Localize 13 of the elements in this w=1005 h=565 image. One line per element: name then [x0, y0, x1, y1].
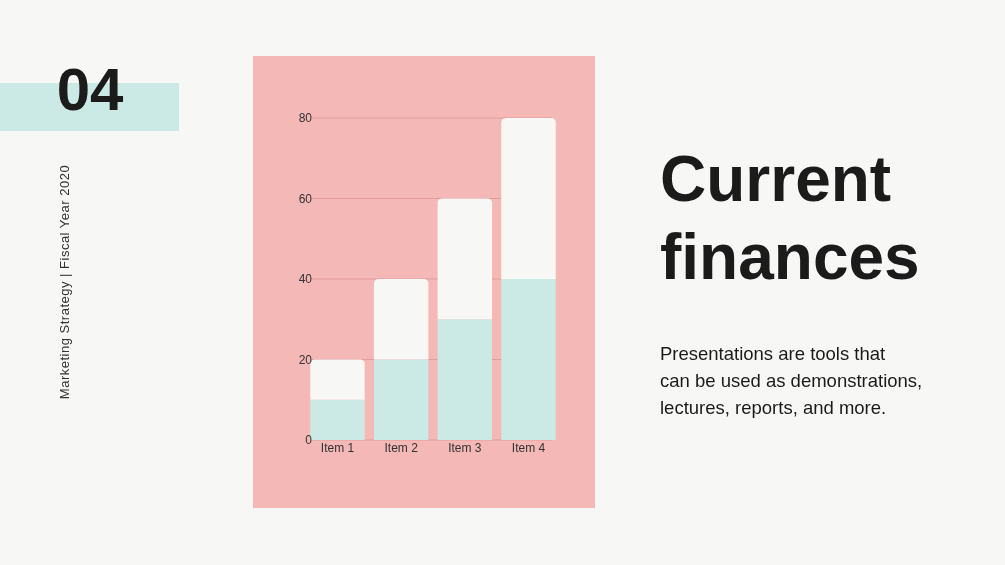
x-tick-label: Item 2 — [384, 441, 419, 455]
text: Marketing Strategy | Fiscal Year 2020 — [57, 164, 72, 400]
x-tick-label: Item 1 — [320, 441, 355, 455]
x-tick-label: Item 4 — [511, 441, 546, 455]
text: Presentations are tools that can be used as demonstrations, lectures, reports, and more. — [660, 343, 923, 418]
y-tick-label: 60 — [298, 191, 313, 206]
y-tick-label: 20 — [298, 352, 313, 367]
y-tick-label: 0 — [305, 433, 313, 448]
text: Current finances — [660, 143, 920, 293]
x-tick-label: Item 3 — [448, 441, 482, 455]
y-tick-label: 80 — [298, 111, 313, 126]
y-tick-label: 40 — [298, 272, 313, 287]
text: 04 — [56, 56, 124, 123]
